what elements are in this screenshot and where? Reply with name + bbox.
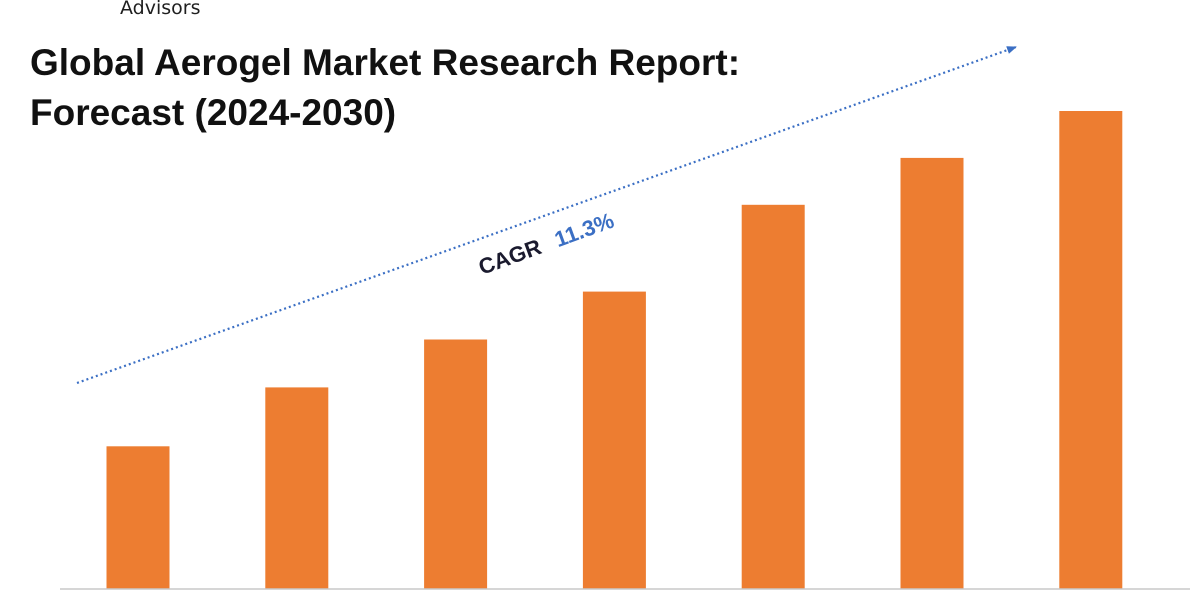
bar-5 — [741, 204, 805, 590]
bar-series — [106, 111, 1123, 590]
cagr-trend-arrow — [76, 45, 1017, 385]
page-title: Global Aerogel Market Research Report: F… — [30, 38, 740, 138]
title-line-2: Forecast (2024-2030) — [30, 92, 397, 133]
cagr-value: 11.3% — [551, 208, 617, 252]
bar-4 — [582, 291, 646, 589]
bar-3 — [424, 339, 488, 589]
bar-6 — [900, 157, 964, 589]
title-line-1: Global Aerogel Market Research Report: — [30, 42, 741, 83]
bar-7 — [1059, 111, 1123, 589]
cagr-label: CAGR — [475, 234, 545, 280]
brand-name: Advisors — [120, 0, 201, 19]
bar-2 — [265, 387, 329, 589]
cagr-annotation: CAGR 11.3% — [475, 208, 617, 280]
bar-1 — [106, 446, 170, 589]
